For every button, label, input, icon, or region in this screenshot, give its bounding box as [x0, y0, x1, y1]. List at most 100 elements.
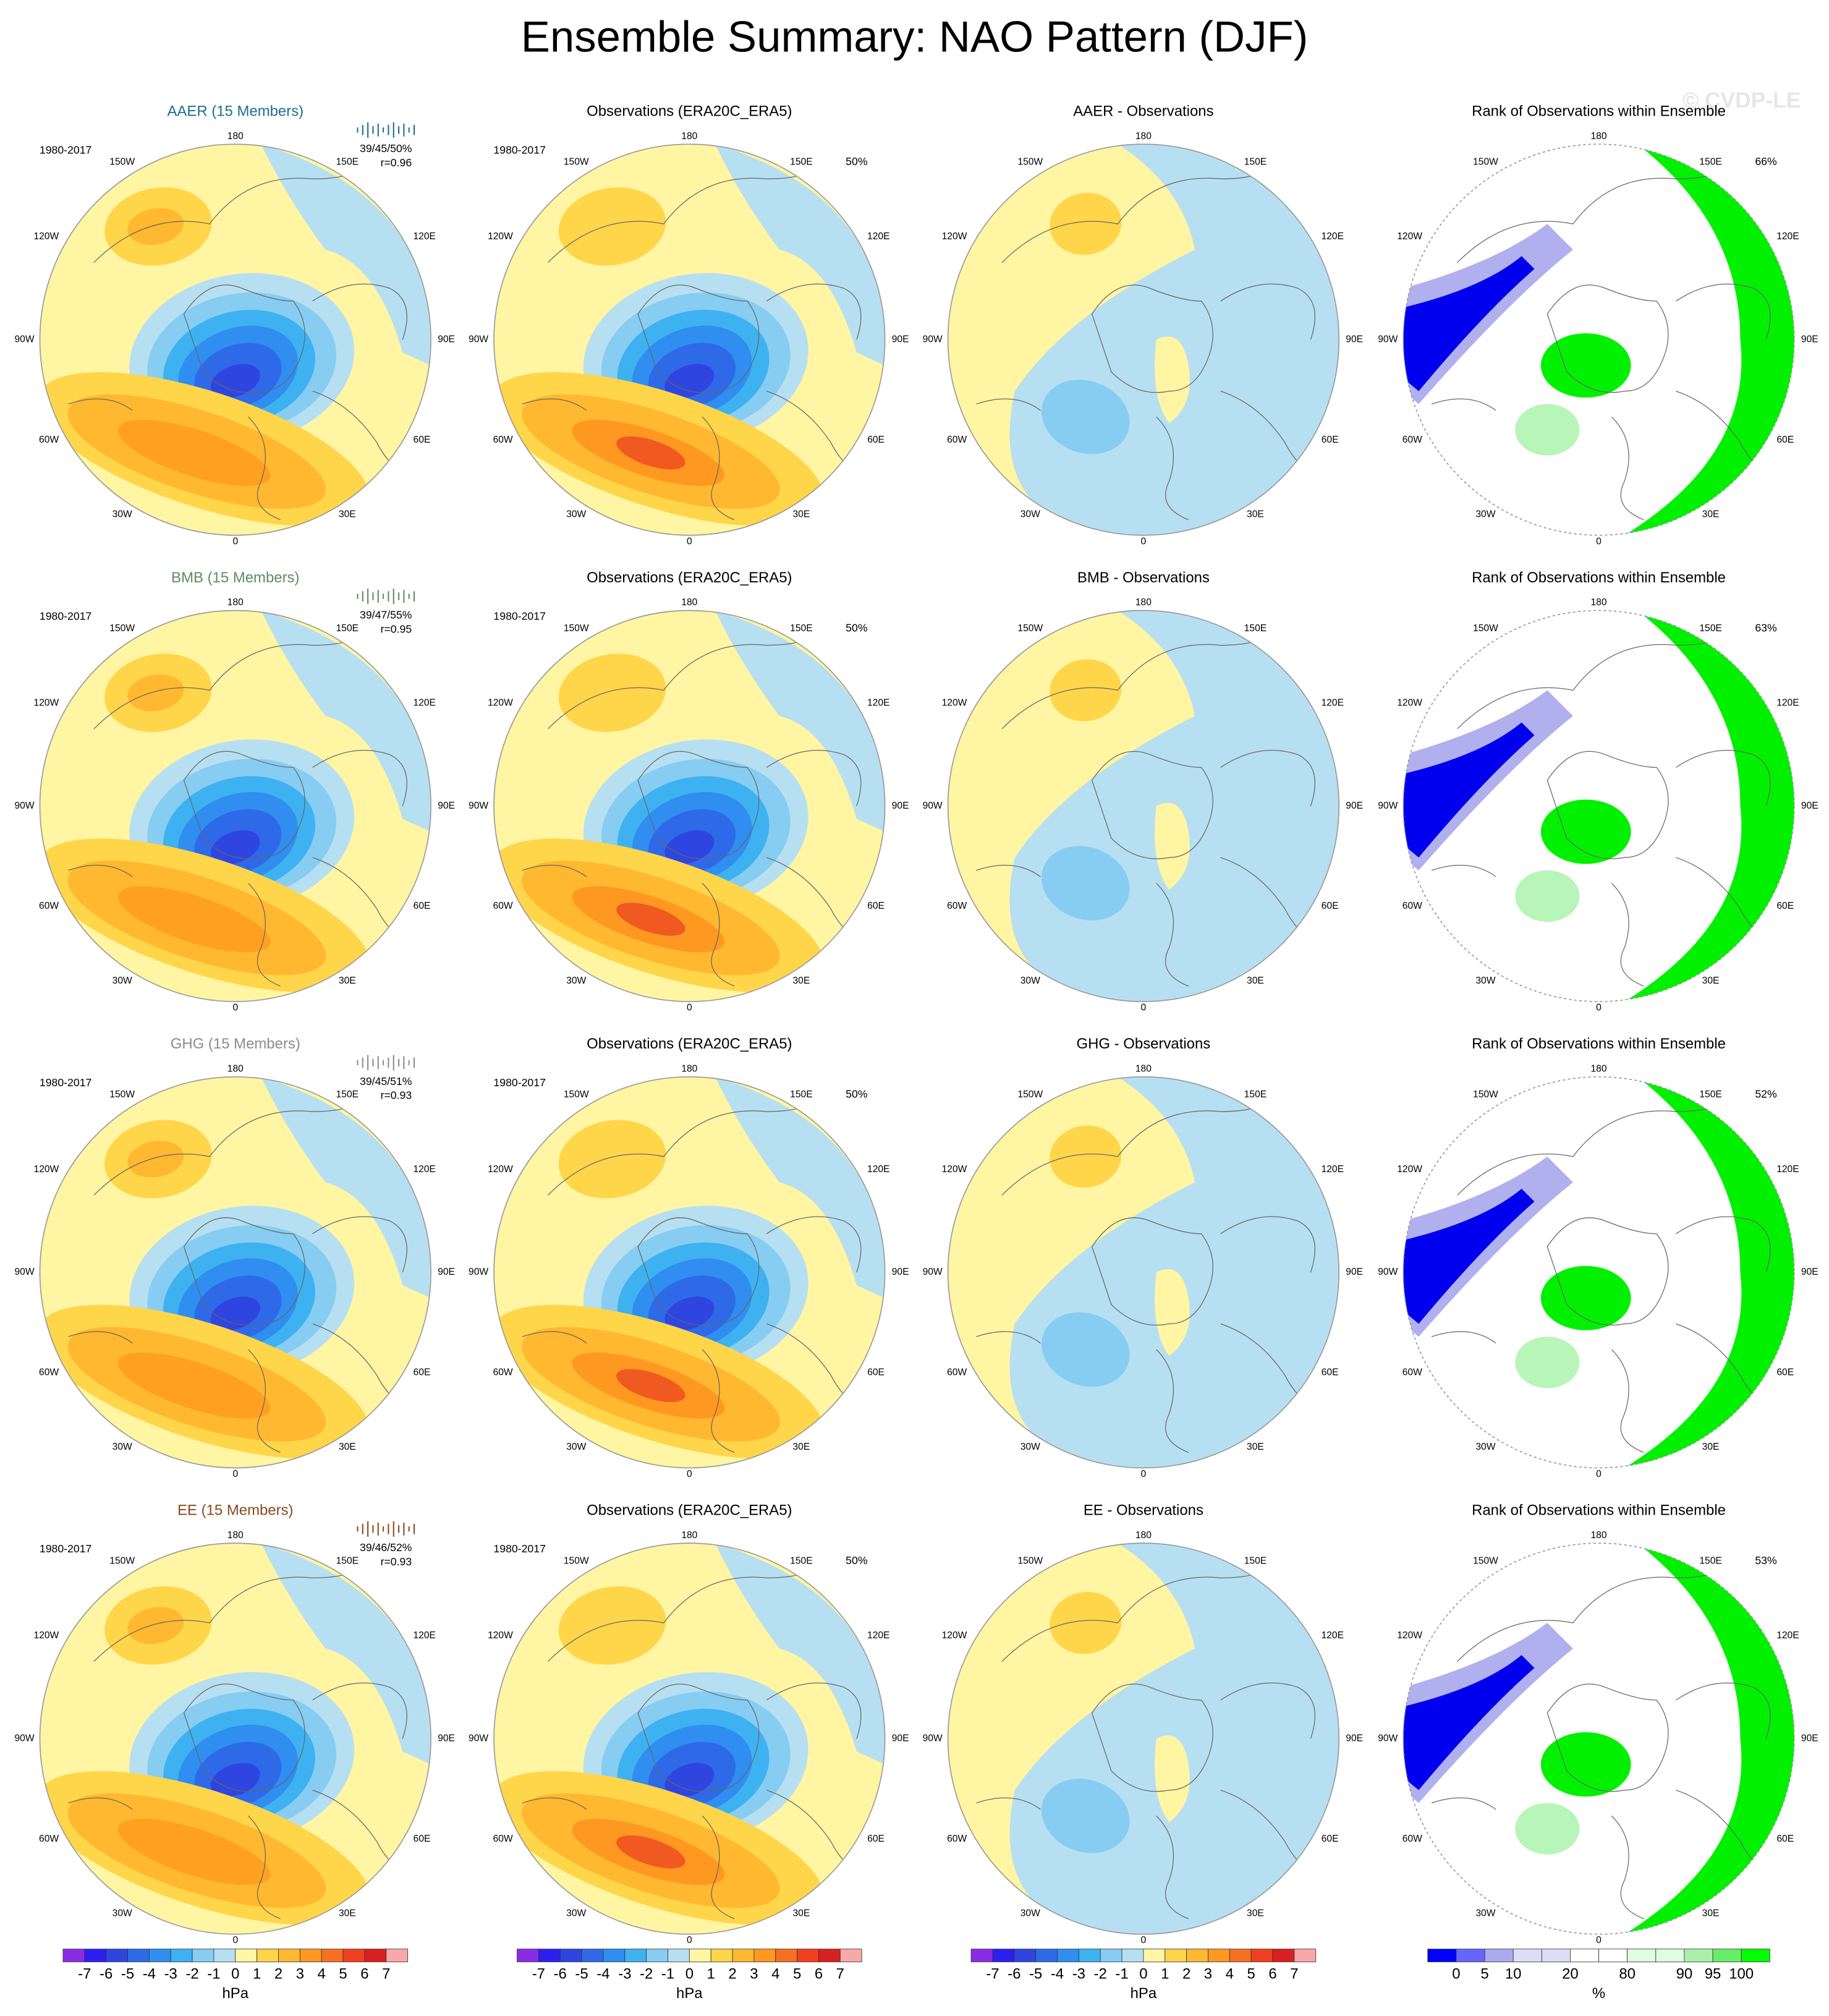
high-anomaly-region [1155, 336, 1190, 423]
map-panel: Rank of Observations within Ensemble 180 1… [1378, 1502, 1818, 1946]
rank-region [1540, 1265, 1631, 1330]
longitude-label: 90E [1801, 801, 1818, 811]
longitude-label: 120W [1397, 1630, 1422, 1641]
colorbar-box [84, 1949, 107, 1962]
longitude-label: 60E [1776, 901, 1794, 911]
rank-region [1624, 1543, 1794, 1934]
longitude-label: 30E [1702, 509, 1720, 520]
longitude-label: 30W [1475, 509, 1495, 520]
longitude-label: 60W [947, 1834, 967, 1844]
longitude-label: 180 [227, 131, 244, 142]
longitude-label: 180 [681, 1063, 697, 1074]
longitude-label: 60E [414, 1834, 431, 1844]
colorbar-box [839, 1949, 862, 1962]
map [1403, 144, 1794, 535]
longitude-label: 90W [923, 1733, 943, 1744]
longitude-label: 60W [493, 901, 513, 911]
colorbar-box [170, 1949, 193, 1962]
longitude-label: 0 [687, 1935, 692, 1946]
longitude-label: 180 [681, 1530, 697, 1541]
rank-region [1403, 1655, 1535, 1790]
longitude-label: 0 [1141, 1935, 1147, 1946]
stats-label: 39/45/50% [360, 142, 412, 155]
colorbar-label: -2 [1094, 1966, 1107, 1983]
longitude-label: 30E [1247, 1908, 1264, 1919]
figure-title: Ensemble Summary: NAO Pattern (DJF) [521, 12, 1309, 61]
panel-title: Observations (ERA20C_ERA5) [587, 569, 792, 586]
colorbar-label: -5 [121, 1966, 134, 1983]
longitude-label: 150W [564, 623, 589, 634]
longitude-label: 120W [34, 1630, 59, 1641]
longitude-label: 120E [1322, 1630, 1344, 1641]
colorbar-label: 0 [685, 1966, 694, 1983]
map [948, 1076, 1339, 1468]
longitude-label: 0 [1141, 536, 1147, 547]
longitude-label: 90W [1378, 1267, 1398, 1277]
contour [558, 653, 666, 733]
map-outline [947, 143, 1340, 536]
longitude-label: 150E [790, 1555, 812, 1566]
percent-label: 66% [1755, 155, 1777, 168]
colorbar-label: 20 [1562, 1966, 1579, 1983]
longitude-label: 150W [564, 1555, 589, 1566]
map-outline [39, 1076, 431, 1469]
longitude-label: 60E [867, 1834, 885, 1844]
period-label: 1980-2017 [493, 1542, 546, 1555]
coastline [68, 632, 416, 987]
coastline [522, 1565, 870, 1920]
colorbar-label: 2 [274, 1966, 282, 1983]
map-panel: Rank of Observations within Ensemble 180 1… [1378, 569, 1818, 1013]
colorbar: 0 5 10 20 80 90 95 100% [1427, 1949, 1770, 2002]
colorbar-label: -4 [143, 1966, 156, 1983]
colorbar-box [1712, 1949, 1742, 1962]
colorbar-box [668, 1949, 690, 1962]
contour [558, 1586, 666, 1665]
longitude-label: 60W [39, 435, 59, 445]
longitude-label: 150W [1473, 1089, 1498, 1100]
period-label: 1980-2017 [493, 1076, 546, 1089]
coastline [1431, 1098, 1780, 1453]
longitude-label: 60E [1322, 435, 1339, 445]
contour [117, 1819, 271, 1886]
longitude-label: 60W [947, 901, 967, 911]
rank-region [1624, 144, 1794, 535]
coastline [68, 1098, 416, 1453]
contour [664, 364, 715, 398]
colorbar-box [1143, 1949, 1166, 1962]
percent-label: 50% [846, 621, 868, 634]
colorbar-label: -1 [661, 1966, 674, 1983]
longitude-label: 90W [14, 334, 34, 345]
panel-title: EE (15 Members) [177, 1502, 293, 1518]
longitude-label: 60E [1322, 1367, 1339, 1378]
longitude-label: 0 [1596, 1469, 1602, 1479]
longitude-label: 90E [892, 1733, 909, 1744]
percent-label: 50% [846, 1088, 868, 1100]
percent-label: 52% [1755, 1088, 1777, 1100]
longitude-label: 120E [413, 697, 435, 708]
longitude-label: 120E [867, 1164, 889, 1175]
contour [127, 1607, 184, 1644]
longitude-label: 0 [1596, 1003, 1602, 1013]
longitude-label: 150W [1017, 1089, 1043, 1100]
longitude-label: 60E [867, 901, 885, 911]
longitude-label: 120W [1397, 1164, 1422, 1175]
rank-region [1403, 722, 1535, 858]
longitude-label: 180 [1135, 597, 1152, 608]
colorbar-label: -7 [986, 1966, 999, 1983]
colorbar-box [797, 1949, 819, 1962]
longitude-label: 60E [1776, 435, 1794, 445]
panel-title: BMB - Observations [1077, 569, 1210, 586]
period-label: 1980-2017 [40, 1542, 92, 1555]
longitude-label: 150E [336, 1089, 359, 1100]
longitude-label: 30E [1247, 509, 1264, 520]
colorbar-label: 5 [339, 1966, 347, 1983]
colorbar-label: 6 [1268, 1966, 1276, 1983]
colorbar-label: 80 [1619, 1966, 1636, 1983]
longitude-label: 90W [1378, 334, 1398, 345]
longitude-label: 150E [1244, 1089, 1267, 1100]
map-panel: Rank of Observations within Ensemble 180 1… [1378, 1036, 1818, 1479]
longitude-label: 150W [564, 1089, 589, 1100]
colorbar-label: -2 [185, 1966, 198, 1983]
longitude-label: 90E [1346, 1267, 1363, 1277]
